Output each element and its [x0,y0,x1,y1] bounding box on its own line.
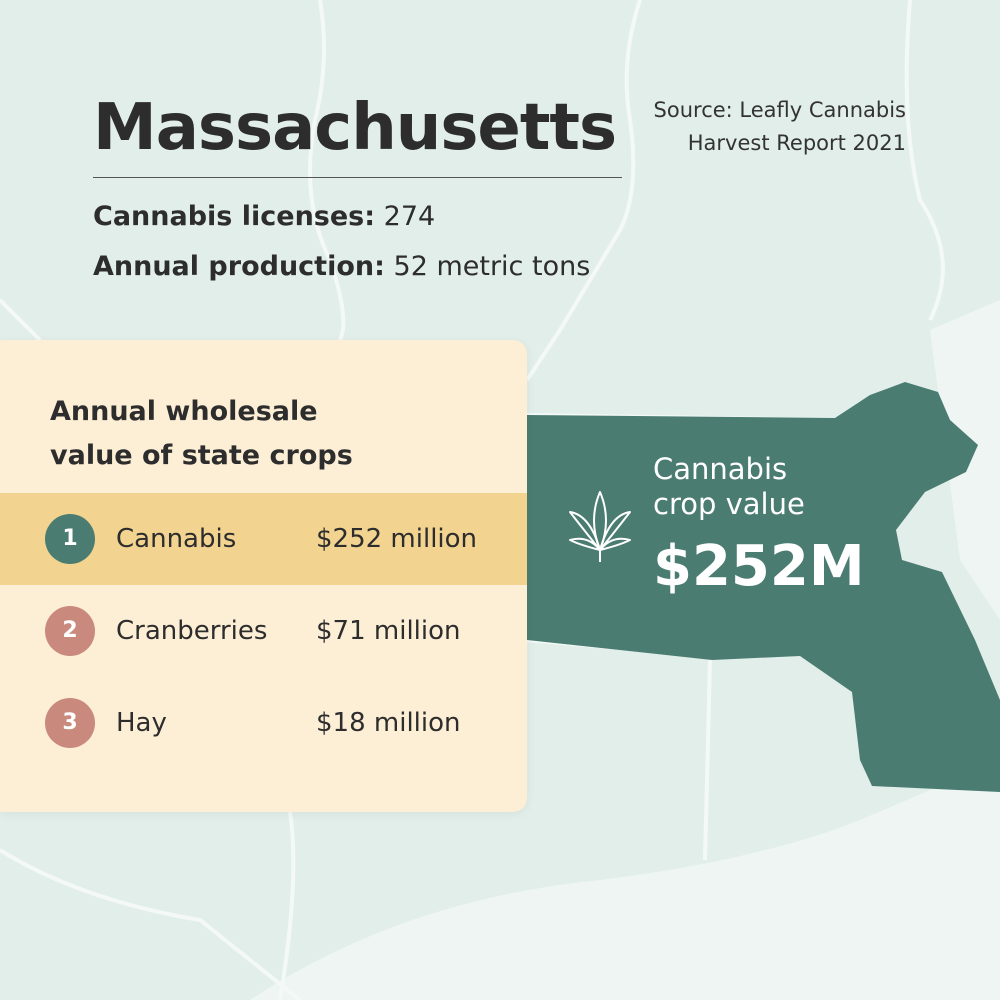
callout-label: Cannabis crop value [653,452,805,522]
state-shape [527,382,1000,792]
leaf-icon [569,491,631,562]
source-line: Source: Leafly Cannabis [653,98,906,122]
crop-name: Cannabis [116,524,237,554]
callout-label-line: crop value [653,487,805,521]
stat: Annual production: 52 metric tons [93,249,590,285]
title: Massachusetts [93,91,617,165]
crop-name: Hay [116,708,167,738]
rank-badge: 3 [45,698,95,748]
callout-label-line: Cannabis [653,452,788,486]
stat-value: 274 [383,201,436,232]
card-title: Annual wholesale value of state crops [50,390,353,478]
stat-label: Cannabis licenses: [93,201,376,232]
crop-row: 2 Cranberries $71 million [0,585,527,677]
card-title-line: value of state crops [50,440,353,471]
crop-row: 3 Hay $18 million [0,677,527,769]
crop-row: 1 Cannabis $252 million [0,493,527,585]
crop-value: $18 million [316,708,461,738]
stat-label: Annual production: [93,251,385,282]
rank-badge: 1 [45,514,95,564]
stat-value: 52 metric tons [393,251,591,282]
stat: Cannabis licenses: 274 [93,199,435,235]
crop-value: $252 million [316,524,478,554]
divider [93,177,622,178]
card-title-line: Annual wholesale [50,396,318,427]
crop-name: Cranberries [116,616,268,646]
crop-value: $71 million [316,616,461,646]
source-line: Harvest Report 2021 [687,131,906,155]
rank-badge: 2 [45,606,95,656]
source: Source: Leafly Cannabis Harvest Report 2… [654,94,906,160]
callout-value: $252M [653,534,865,599]
